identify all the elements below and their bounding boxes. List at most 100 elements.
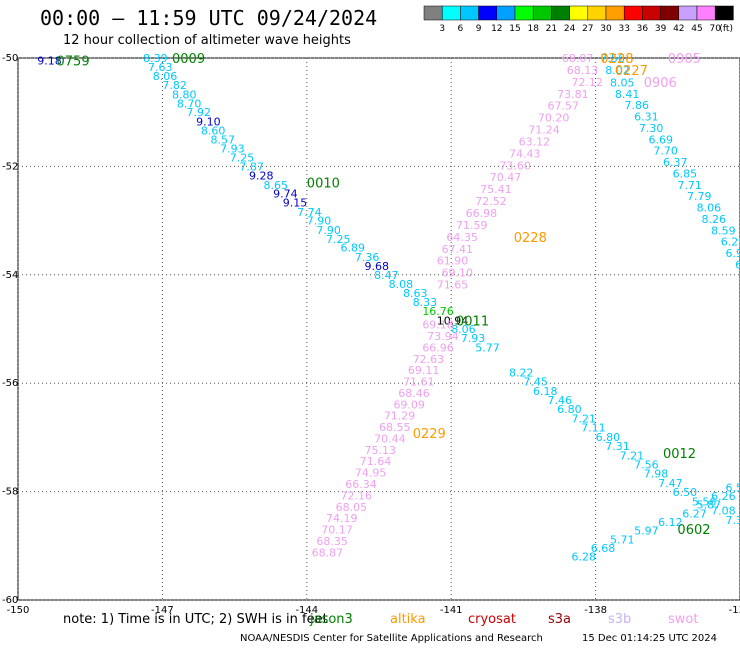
wave-height-value: 8.39 xyxy=(143,52,168,65)
wave-height-value: 68.55 xyxy=(379,421,411,434)
wave-height-value: 71.61 xyxy=(403,376,435,389)
wave-height-value: 9.10 xyxy=(196,115,221,128)
wave-height-value: 71.65 xyxy=(437,279,469,292)
track-0906-descending: 8.058.417.866.317.306.697.706.376.857.71… xyxy=(610,76,740,271)
wave-height-value: 71.59 xyxy=(456,219,488,232)
wave-height-value: 69.09 xyxy=(393,398,425,411)
wave-height-value: 8.33 xyxy=(413,296,438,309)
pass-time-label: 0227 xyxy=(615,64,648,79)
track-0602-ascending: 6.286.685.715.976.126.275.876.266.566.39 xyxy=(572,481,740,563)
wave-height-value: 69.18 xyxy=(422,319,454,332)
wave-height-value: 5.56 xyxy=(692,495,717,508)
lon-tick-label: -144 xyxy=(295,605,318,616)
wave-height-value: 68.87 xyxy=(312,546,344,559)
page-title: 00:00 – 11:59 UTC 09/24/2024 xyxy=(40,6,378,30)
wave-height-value: 8.06 xyxy=(451,323,476,336)
wave-height-value: 7.98 xyxy=(644,468,669,481)
wave-height-value: 8.65 xyxy=(263,179,288,192)
wave-height-value: 71.24 xyxy=(528,124,560,137)
grid-lines xyxy=(17,57,740,601)
wave-height-value: 6.69 xyxy=(649,133,674,146)
lon-tick-label: -135 xyxy=(729,605,740,616)
wave-height-value: 16.76 xyxy=(422,305,454,318)
wave-height-value: 68.46 xyxy=(398,387,430,400)
wave-height-value: 7.70 xyxy=(653,145,678,158)
wave-height-value: 7.21 xyxy=(620,449,645,462)
lat-tick-label: -50 xyxy=(2,53,18,64)
wave-height-value: 68.05 xyxy=(336,501,368,514)
wave-height-value: 7.71 xyxy=(677,179,702,192)
wave-height-value: 8.02 xyxy=(605,64,630,77)
wave-height-value: 7.45 xyxy=(523,376,548,389)
lon-tick-label: -138 xyxy=(584,605,607,616)
wave-height-value: 70.44 xyxy=(374,432,406,445)
wave-height-value: 9.18 xyxy=(37,55,62,68)
satellite-label-altika: altika xyxy=(390,612,426,627)
wave-height-value: 8.22 xyxy=(509,366,533,379)
wave-height-value: 9.15 xyxy=(283,197,308,210)
wave-height-value: 5.71 xyxy=(610,533,635,546)
wave-height-value: 7.79 xyxy=(687,190,712,203)
wave-height-value: 9.68 xyxy=(365,260,390,273)
lat-tick-label: -56 xyxy=(2,378,18,389)
wave-height-value: 70.20 xyxy=(538,112,570,125)
wave-height-value: 7.36 xyxy=(355,251,380,264)
wave-height-value: 68.07 xyxy=(562,52,594,65)
wave-height-value: 6.26 xyxy=(711,490,736,503)
wave-height-value: 5.77 xyxy=(475,341,500,354)
wave-height-value: 7.56 xyxy=(600,52,625,65)
wave-height-value: 75.13 xyxy=(365,444,397,457)
satellite-label-jason3: jason3 xyxy=(310,612,353,627)
wave-height-value: 7.93 xyxy=(461,332,486,345)
wave-height-value: 5.97 xyxy=(634,525,659,538)
wave-height-value: 8.80 xyxy=(172,88,197,101)
pass-time-label: 0906 xyxy=(644,76,677,91)
wave-height-value: 7.82 xyxy=(162,79,187,92)
wave-height-value: 66.34 xyxy=(345,478,377,491)
wave-height-value: 72.12 xyxy=(572,76,604,89)
pass-time-label: 0011 xyxy=(456,314,489,329)
wave-height-value: 72.63 xyxy=(413,353,445,366)
wave-height-value: 70.47 xyxy=(490,171,522,184)
wave-height-value: 7.87 xyxy=(239,160,264,173)
wave-height-value: 8.05 xyxy=(610,76,635,89)
wave-height-value: 67.41 xyxy=(442,243,474,256)
wave-height-value: 75.41 xyxy=(480,183,512,196)
wave-height-value: 8.63 xyxy=(403,287,428,300)
lat-tick-label: -60 xyxy=(2,595,18,606)
lat-tick-label: -54 xyxy=(2,270,18,281)
wave-height-value: 68.13 xyxy=(567,64,599,77)
pass-time-label: 0228 xyxy=(514,231,547,246)
satellite-label-s3a: s3a xyxy=(548,612,572,627)
wave-height-value: 8.06 xyxy=(153,70,178,83)
wave-height-value: 74.19 xyxy=(326,512,358,525)
wave-height-value: 7.56 xyxy=(634,459,659,472)
map-frame xyxy=(17,57,740,601)
wave-height-value: 73.94 xyxy=(427,330,459,343)
credit-line: NOAA/NESDIS Center for Satellite Applica… xyxy=(240,633,543,644)
wave-height-value: 8.60 xyxy=(201,125,226,138)
wave-height-value: 8.41 xyxy=(615,88,640,101)
wave-height-value: 7.08 xyxy=(711,505,736,518)
wave-height-value: 74.43 xyxy=(509,147,540,160)
wave-height-value: 64.35 xyxy=(446,231,478,244)
wave-height-value: 6.29 xyxy=(721,236,740,249)
wave-height-value: 6.12 xyxy=(658,516,683,529)
wave-height-value: 6.68 xyxy=(591,542,616,555)
satellite-label-swot: swot xyxy=(668,612,699,627)
wave-height-value: 6.56 xyxy=(726,481,740,494)
wave-height-value: 6.80 xyxy=(557,403,582,416)
wave-height-value: 73.60 xyxy=(499,159,531,172)
wave-height-value: 69.10 xyxy=(442,267,474,280)
wave-height-value: 73.81 xyxy=(557,88,589,101)
wave-height-value: 6.31 xyxy=(634,111,659,124)
satellite-label-s3b: s3b xyxy=(608,612,632,627)
wave-height-value: 9.74 xyxy=(273,188,298,201)
wave-height-value: 7.46 xyxy=(547,394,572,407)
pass-time-label: 0602 xyxy=(677,523,710,538)
wave-height-value: 6.37 xyxy=(663,156,688,169)
wave-height-value: 7.25 xyxy=(230,152,255,165)
pass-time-label: 0009 xyxy=(172,52,205,67)
